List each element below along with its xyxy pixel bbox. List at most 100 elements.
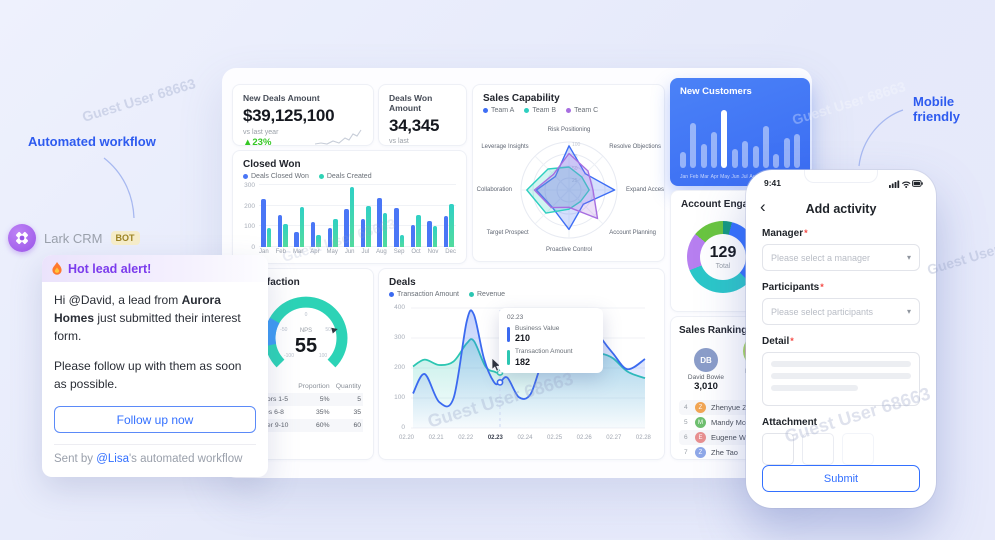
svg-text:25: 25 — [572, 178, 578, 184]
bar-deals-closed-won — [310, 222, 316, 247]
y-axis-label: 200 — [244, 202, 255, 210]
bar-deals-created — [299, 206, 305, 247]
radar-axis-label: Target Prospect — [486, 230, 529, 237]
month-label: Mar — [700, 174, 709, 180]
y-axis-label: 100 — [394, 394, 405, 401]
hot-lead-alert-card: Hot lead alert! Hi @David, a lead from A… — [42, 255, 268, 477]
deals-card: Deals Transaction Amount Revenue 0 100 200… — [378, 268, 665, 460]
back-chevron-icon[interactable]: ‹ — [760, 197, 766, 216]
month-label: Apr — [310, 249, 320, 255]
month-label: Feb — [689, 174, 699, 180]
legend-deals-created: Deals Created — [318, 173, 372, 180]
x-axis-label: 02.25 — [547, 435, 563, 441]
bar-deals-closed-won — [377, 198, 382, 247]
x-axis-label: 02.28 — [635, 435, 651, 441]
attachment-upload-box[interactable] — [842, 433, 874, 465]
chat-footer: Sent by @Lisa's automated workflow — [54, 453, 243, 465]
avatar: Z — [695, 402, 706, 413]
y-axis-label: 0 — [401, 424, 405, 431]
month-label: Sep — [393, 249, 405, 255]
flame-icon — [52, 262, 62, 275]
lisa-mention[interactable]: @Lisa — [96, 453, 129, 465]
avatar: E — [695, 432, 706, 443]
svg-text:50: 50 — [572, 166, 578, 172]
month-label: Jan — [259, 249, 269, 255]
y-axis-label: 200 — [394, 364, 405, 371]
deals-area-chart: 0 100 200 300 400 02.23 Business Value 210 T… — [394, 302, 651, 432]
watermark: Guest User 68663 — [80, 75, 198, 125]
bar-deals-closed-won — [360, 219, 366, 247]
bar — [721, 110, 728, 168]
legend-revenue: Revenue — [469, 291, 505, 298]
bar-group — [410, 214, 421, 247]
status-icons — [889, 179, 923, 188]
chevron-down-icon: ▾ — [906, 307, 911, 316]
bar-group — [377, 198, 388, 247]
x-axis-label: 02.27 — [606, 435, 622, 441]
chat-card-body: Hi @David, a lead from Aurora Homes just… — [42, 282, 268, 477]
attachment-upload-box[interactable] — [802, 433, 834, 465]
compare-label: vs last year — [243, 129, 279, 136]
legend-team-c: Team C — [566, 107, 598, 114]
compare-label: vs last year — [389, 138, 409, 145]
radar-axis-label: Leverage Insights — [481, 143, 529, 150]
card-title: Satisfaction — [243, 277, 300, 288]
bot-name: Lark CRM — [44, 230, 103, 246]
person-name: Eugene Wong — [711, 433, 759, 442]
month-label: Jun — [344, 249, 355, 255]
closed-won-card: Closed Won Deals Closed Won Deals Create… — [232, 150, 467, 264]
bar — [793, 134, 800, 168]
wifi-icon — [901, 181, 911, 186]
column-header: Proportion — [298, 383, 330, 390]
trend-sparkline — [315, 129, 362, 145]
participants-select[interactable]: Please select participants ▾ — [762, 298, 920, 325]
radar-axis-label: Resolve Objections — [609, 143, 661, 150]
month-label: Mar — [292, 249, 304, 255]
new-deals-amount-value: $39,125,100 — [243, 106, 335, 125]
automated-workflow-label: Automated workflow — [28, 134, 156, 149]
rank-number: 5 — [684, 419, 688, 426]
phone-status-bar: 9:41 — [764, 178, 923, 188]
radar-axis-label: Collaboration — [476, 187, 512, 193]
chat-card-header: Hot lead alert! — [42, 255, 268, 282]
bar-group — [294, 206, 305, 247]
chevron-down-icon: ▾ — [906, 253, 911, 262]
month-label: Aug — [376, 249, 387, 255]
battery-icon — [912, 179, 923, 187]
svg-text:100: 100 — [319, 353, 328, 359]
bar — [783, 137, 790, 168]
month-label: Oct — [411, 249, 421, 255]
bar-group — [394, 207, 404, 247]
radar-axis-label: Risk Positioning — [547, 127, 591, 133]
bot-row: Lark CRM BOT — [8, 224, 140, 252]
radar-axis-label: Account Planning — [609, 230, 656, 237]
attachment-label: Attachment — [762, 417, 818, 428]
detail-textarea[interactable] — [762, 352, 920, 406]
attachment-upload-box[interactable] — [762, 433, 794, 465]
bar-group — [427, 221, 438, 247]
bar-deals-created — [316, 234, 321, 247]
tooltip-row: Business Value 210 — [507, 325, 595, 344]
svg-text:50: 50 — [325, 327, 331, 333]
person-name: Zhenyue Zhang — [711, 403, 764, 412]
bar-deals-created — [416, 214, 421, 247]
follow-up-now-button[interactable]: Follow up now — [54, 406, 256, 433]
svg-text:NPS: NPS — [300, 328, 312, 334]
bar-group — [261, 199, 271, 247]
submit-button[interactable]: Submit — [762, 465, 920, 492]
lark-crm-bot-avatar-icon — [8, 224, 36, 252]
bar-group — [360, 205, 371, 247]
detail-label: Detail* — [762, 336, 794, 347]
manager-select[interactable]: Please select a manager ▾ — [762, 244, 920, 271]
bar-deals-created — [399, 234, 404, 247]
manager-label: Manager* — [762, 228, 808, 239]
month-label: May — [720, 174, 730, 180]
bar — [762, 126, 769, 168]
y-axis-label: 300 — [394, 334, 405, 341]
bar-deals-created — [266, 228, 271, 247]
card-title: New Deals Amount — [243, 93, 320, 103]
tooltip-row: Transaction Amount 182 — [507, 348, 595, 367]
table-cell: 60% — [316, 422, 330, 429]
svg-text:55: 55 — [295, 335, 317, 357]
